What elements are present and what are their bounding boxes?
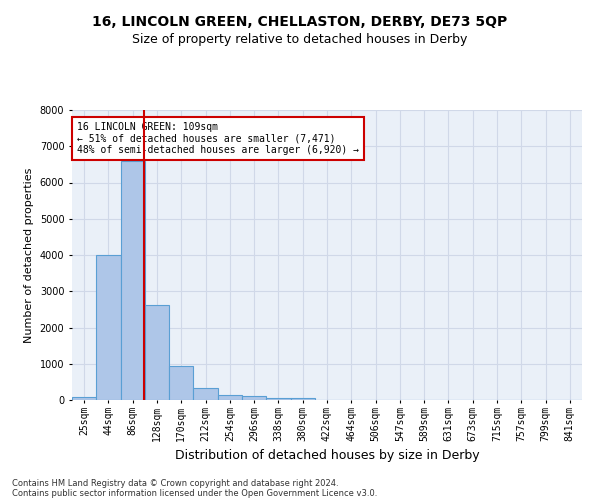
Bar [145,304,169,400]
Text: Size of property relative to detached houses in Derby: Size of property relative to detached ho… [133,32,467,46]
X-axis label: Distribution of detached houses by size in Derby: Distribution of detached houses by size … [175,449,479,462]
Bar [169,366,193,400]
Bar [218,395,242,400]
Text: 16, LINCOLN GREEN, CHELLASTON, DERBY, DE73 5QP: 16, LINCOLN GREEN, CHELLASTON, DERBY, DE… [92,15,508,29]
Bar [121,162,145,400]
Bar [242,396,266,400]
Bar [96,255,121,400]
Bar [290,398,315,400]
Text: Contains HM Land Registry data © Crown copyright and database right 2024.: Contains HM Land Registry data © Crown c… [12,478,338,488]
Y-axis label: Number of detached properties: Number of detached properties [24,168,34,342]
Bar [72,398,96,400]
Bar [193,388,218,400]
Bar [266,398,290,400]
Text: Contains public sector information licensed under the Open Government Licence v3: Contains public sector information licen… [12,488,377,498]
Text: 16 LINCOLN GREEN: 109sqm
← 51% of detached houses are smaller (7,471)
48% of sem: 16 LINCOLN GREEN: 109sqm ← 51% of detach… [77,122,359,155]
